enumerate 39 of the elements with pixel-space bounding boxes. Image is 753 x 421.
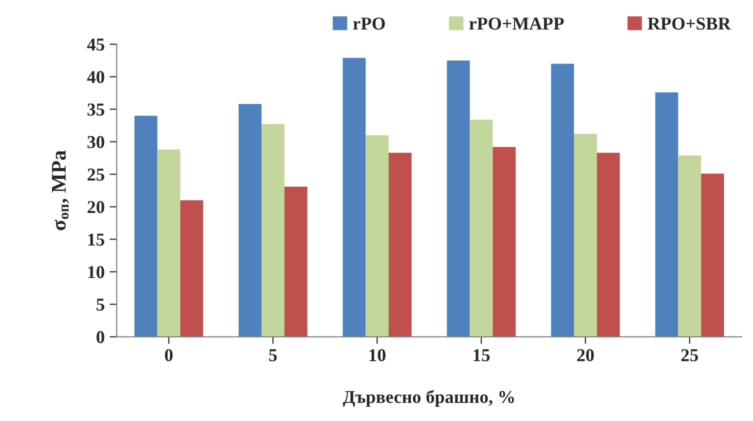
x-tick-label: 20 — [577, 349, 594, 362]
x-tick-label: 10 — [370, 349, 386, 362]
x-tick-label: 0 — [164, 349, 173, 362]
bar — [470, 120, 493, 337]
bar — [551, 64, 574, 337]
legend-label: rPO+MAPP — [469, 18, 564, 30]
y-tick-label: 0 — [96, 331, 104, 344]
y-tick-label: 15 — [88, 234, 104, 246]
bar — [596, 152, 620, 337]
bar — [262, 124, 284, 337]
x-tick-label: 25 — [681, 349, 698, 362]
y-axis-title: σ$_{оп}$, MPa — [52, 150, 69, 230]
x-tick-label: 15 — [474, 349, 490, 362]
x-tick-label: 5 — [269, 349, 277, 362]
bar — [574, 134, 597, 337]
bar — [157, 150, 180, 337]
bar — [492, 146, 516, 337]
y-tick-label: 40 — [87, 70, 104, 84]
x-axis-title: Дървесно брашно, % — [342, 390, 514, 407]
bar — [134, 116, 158, 337]
y-tick-label: 25 — [88, 168, 104, 181]
legend-label: RPO+SBR — [648, 18, 732, 30]
bar — [366, 135, 389, 337]
legend-label: rPO — [353, 18, 385, 30]
y-tick-label: 35 — [88, 104, 104, 116]
bar — [446, 60, 470, 337]
y-tick-label: 20 — [88, 201, 104, 214]
bar — [180, 200, 204, 337]
bar — [238, 104, 262, 337]
y-tick-label: 10 — [88, 266, 104, 278]
y-tick-label: 45 — [87, 38, 104, 51]
bar — [701, 174, 724, 337]
bar — [388, 152, 412, 337]
bar — [284, 186, 308, 337]
y-tick-label: 30 — [88, 136, 104, 148]
bar — [678, 155, 702, 337]
bar — [342, 58, 366, 337]
y-tick-label: 5 — [96, 298, 104, 311]
bar — [655, 92, 678, 337]
